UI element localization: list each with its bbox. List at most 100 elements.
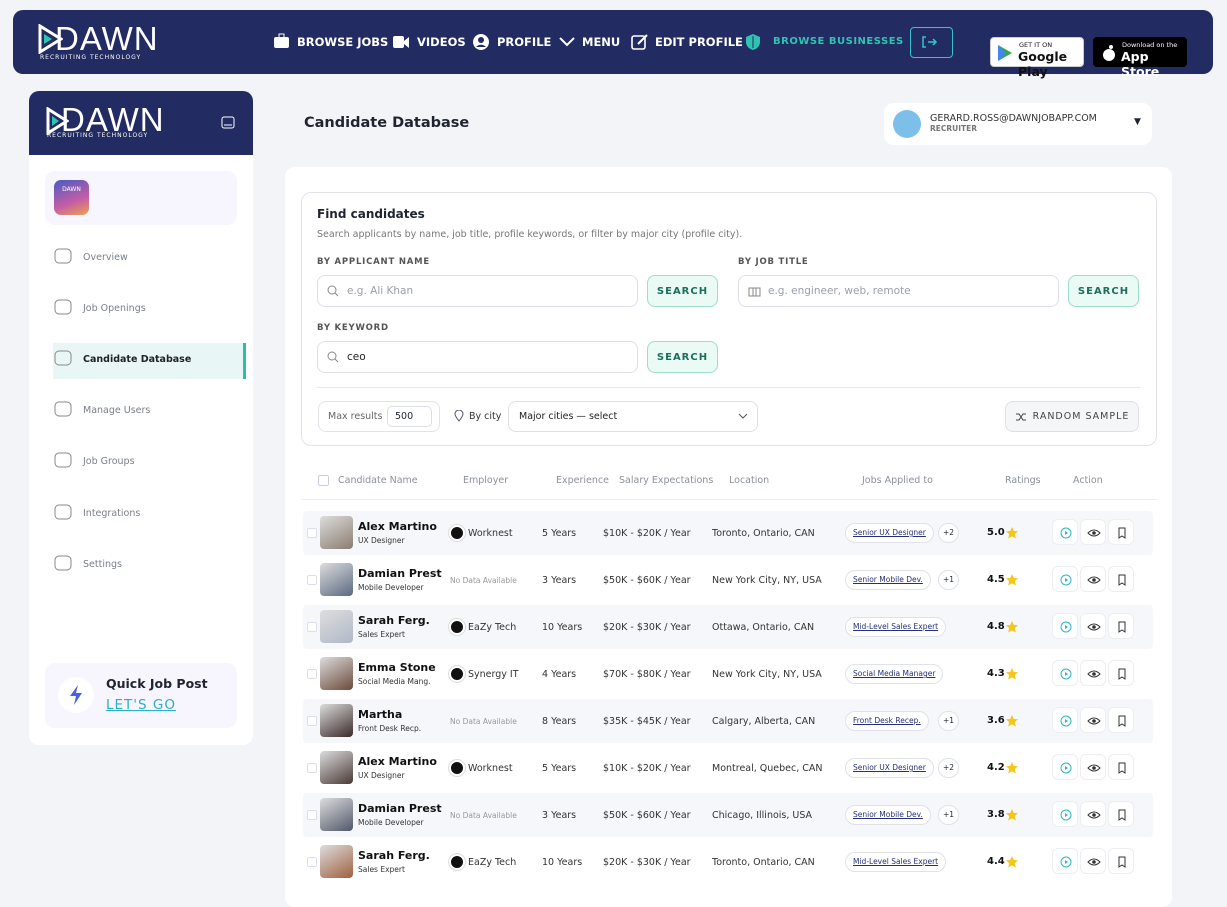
rating-star	[1005, 525, 1019, 539]
logo-text: DAWN	[55, 20, 159, 57]
view-button[interactable]	[1080, 707, 1106, 733]
save-button[interactable]	[1108, 801, 1134, 827]
name-input[interactable]: e.g. Ali Khan	[317, 275, 638, 307]
view-button[interactable]	[1080, 613, 1106, 639]
row-checkbox[interactable]	[307, 763, 317, 773]
candidate-name: Damian Prest	[358, 802, 442, 815]
menu-item[interactable]: Manage Users	[83, 405, 151, 416]
save-button[interactable]	[1108, 848, 1134, 874]
play-button[interactable]	[1052, 754, 1078, 780]
view-button[interactable]	[1080, 566, 1106, 592]
save-button[interactable]	[1108, 566, 1134, 592]
logo-mark	[46, 107, 69, 135]
search-button[interactable]: SEARCH	[647, 275, 718, 307]
job-chip[interactable]: Senior Mobile Dev.	[845, 805, 931, 825]
more-jobs[interactable]: +1	[938, 805, 959, 825]
view-button[interactable]	[1080, 519, 1106, 545]
play-button[interactable]	[1052, 848, 1078, 874]
menu-icon	[53, 297, 73, 317]
play-button[interactable]	[1052, 519, 1078, 545]
row-checkbox[interactable]	[307, 622, 317, 632]
experience: 3 Years	[542, 575, 577, 586]
nav-link[interactable]: MENU	[582, 35, 621, 49]
menu-item[interactable]: Job Openings	[83, 303, 146, 314]
location: Toronto, Ontario, CAN	[712, 857, 815, 868]
app-store-badge[interactable]: Download on the App Store	[1093, 37, 1187, 79]
nav-link[interactable]: VIDEOS	[417, 35, 466, 49]
keyword-input[interactable]: ceo	[317, 341, 638, 373]
row-checkbox[interactable]	[307, 528, 317, 538]
job-chip[interactable]: Front Desk Recep.	[845, 711, 929, 731]
more-jobs[interactable]: +2	[938, 758, 959, 778]
menu-item[interactable]: Job Groups	[83, 456, 135, 467]
row-checkbox[interactable]	[307, 575, 317, 585]
nav-link[interactable]: BROWSE JOBS	[297, 35, 389, 49]
more-jobs[interactable]: +1	[938, 711, 959, 731]
rating: 4.2	[987, 762, 1005, 773]
menu-item[interactable]: Settings	[83, 559, 122, 570]
play-button[interactable]	[1052, 613, 1078, 639]
salary: $35K - $45K / Year	[603, 716, 691, 727]
sidebar-header: DAWN RECRUITING TECHNOLOGY	[29, 91, 253, 155]
candidate-avatar	[320, 845, 353, 878]
city-select[interactable]: Major cities — select	[508, 401, 758, 432]
random-sample-button[interactable]: RANDOM SAMPLE	[1005, 401, 1139, 432]
collapse-icon[interactable]	[221, 116, 235, 130]
save-button[interactable]	[1108, 519, 1134, 545]
candidate-avatar	[320, 751, 353, 784]
row-checkbox[interactable]	[307, 810, 317, 820]
play-button[interactable]	[1052, 801, 1078, 827]
rating: 5.0	[987, 527, 1005, 538]
more-jobs[interactable]: +2	[938, 523, 959, 543]
play-button[interactable]	[1052, 566, 1078, 592]
max-results-input[interactable]: 500	[387, 406, 432, 427]
nav-icon	[631, 33, 649, 51]
save-button[interactable]	[1108, 660, 1134, 686]
location: New York City, NY, USA	[712, 575, 822, 586]
logout-button[interactable]	[910, 27, 953, 58]
view-button[interactable]	[1080, 848, 1106, 874]
table-header	[301, 460, 1157, 500]
menu-item[interactable]: Integrations	[83, 508, 141, 519]
job-chip[interactable]: Mid-Level Sales Expert	[845, 852, 947, 872]
candidate-name: Sarah Ferg.	[358, 614, 430, 627]
play-button[interactable]	[1052, 660, 1078, 686]
job-chip[interactable]: Senior UX Designer	[845, 758, 934, 778]
job-chip[interactable]: Social Media Manager	[845, 664, 944, 684]
search-button[interactable]: SEARCH	[647, 341, 718, 373]
job-chip[interactable]: Senior UX Designer	[845, 523, 934, 543]
row-checkbox[interactable]	[307, 716, 317, 726]
more-jobs[interactable]: +1	[938, 570, 959, 590]
view-button[interactable]	[1080, 754, 1106, 780]
save-button[interactable]	[1108, 754, 1134, 780]
view-button[interactable]	[1080, 660, 1106, 686]
menu-item[interactable]: Candidate Database	[83, 354, 192, 365]
menu-icon	[53, 502, 73, 522]
candidate-role: UX Designer	[358, 771, 405, 780]
menu-item[interactable]: Overview	[83, 252, 128, 263]
nav-link[interactable]: BROWSE BUSINESSES	[773, 36, 904, 47]
nav-link[interactable]: PROFILE	[497, 35, 552, 49]
user-menu[interactable]: GERARD.ROSS@DAWNJOBAPP.COM RECRUITER ▼	[884, 103, 1152, 145]
row-checkbox[interactable]	[307, 669, 317, 679]
search-icon	[327, 285, 339, 297]
quick-post-link[interactable]: LET'S GO	[106, 697, 176, 713]
job-chip[interactable]: Senior Mobile Dev.	[845, 570, 931, 590]
save-button[interactable]	[1108, 707, 1134, 733]
job-chip[interactable]: Mid-Level Sales Expert	[845, 617, 947, 637]
nav-icon	[273, 33, 291, 51]
view-button[interactable]	[1080, 801, 1106, 827]
rating: 3.6	[987, 715, 1005, 726]
search-button[interactable]: SEARCH	[1068, 275, 1139, 307]
nav-link[interactable]: EDIT PROFILE	[655, 35, 743, 49]
rating: 4.3	[987, 668, 1005, 679]
select-all-checkbox[interactable]	[318, 475, 329, 486]
google-play-badge[interactable]: GET IT ON Google Play	[990, 37, 1084, 79]
row-checkbox[interactable]	[307, 857, 317, 867]
save-button[interactable]	[1108, 613, 1134, 639]
job-input[interactable]: e.g. engineer, web, remote	[738, 275, 1059, 307]
app-card: DAWN	[45, 171, 237, 225]
employer-logo	[449, 854, 465, 870]
salary: $70K - $80K / Year	[603, 669, 691, 680]
play-button[interactable]	[1052, 707, 1078, 733]
